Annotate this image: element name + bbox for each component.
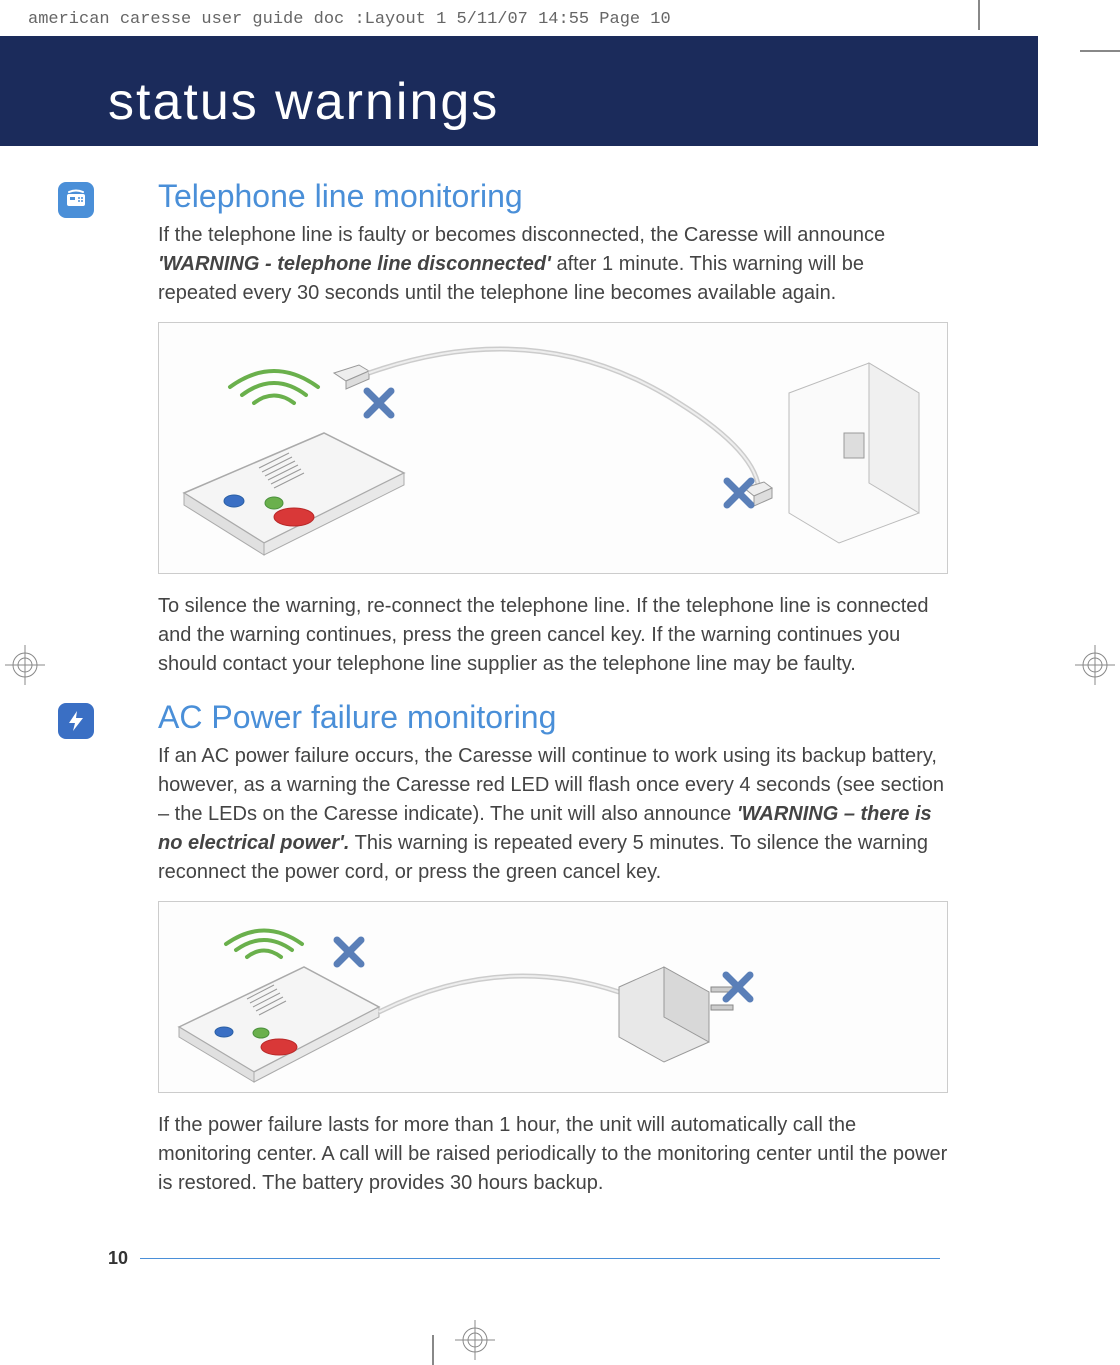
lightning-icon <box>58 703 94 739</box>
section-heading: Telephone line monitoring <box>158 178 948 215</box>
section-heading: AC Power failure monitoring <box>158 699 948 736</box>
page-number: 10 <box>108 1248 128 1269</box>
power-diagram <box>158 901 948 1093</box>
registration-mark <box>0 640 50 690</box>
footer-rule <box>140 1258 940 1260</box>
registration-mark <box>1070 640 1120 690</box>
banner-title: status warnings <box>108 72 499 132</box>
crop-mark <box>432 1335 434 1365</box>
page-content: Telephone line monitoring If the telepho… <box>108 178 948 1218</box>
body-paragraph: If the telephone line is faulty or becom… <box>158 221 948 308</box>
registration-mark <box>450 1315 500 1365</box>
body-paragraph: If the power failure lasts for more than… <box>158 1111 948 1198</box>
body-paragraph: To silence the warning, re-connect the t… <box>158 592 948 679</box>
crop-mark <box>1080 50 1120 52</box>
body-paragraph: If an AC power failure occurs, the Cares… <box>158 742 948 887</box>
section-power: AC Power failure monitoring If an AC pow… <box>108 699 948 1198</box>
telephone-diagram <box>158 322 948 574</box>
crop-mark <box>978 0 980 30</box>
section-telephone: Telephone line monitoring If the telepho… <box>108 178 948 679</box>
phone-icon <box>58 182 94 218</box>
page-banner: status warnings <box>0 36 1038 146</box>
print-meta-header: american caresse user guide doc :Layout … <box>28 10 671 29</box>
